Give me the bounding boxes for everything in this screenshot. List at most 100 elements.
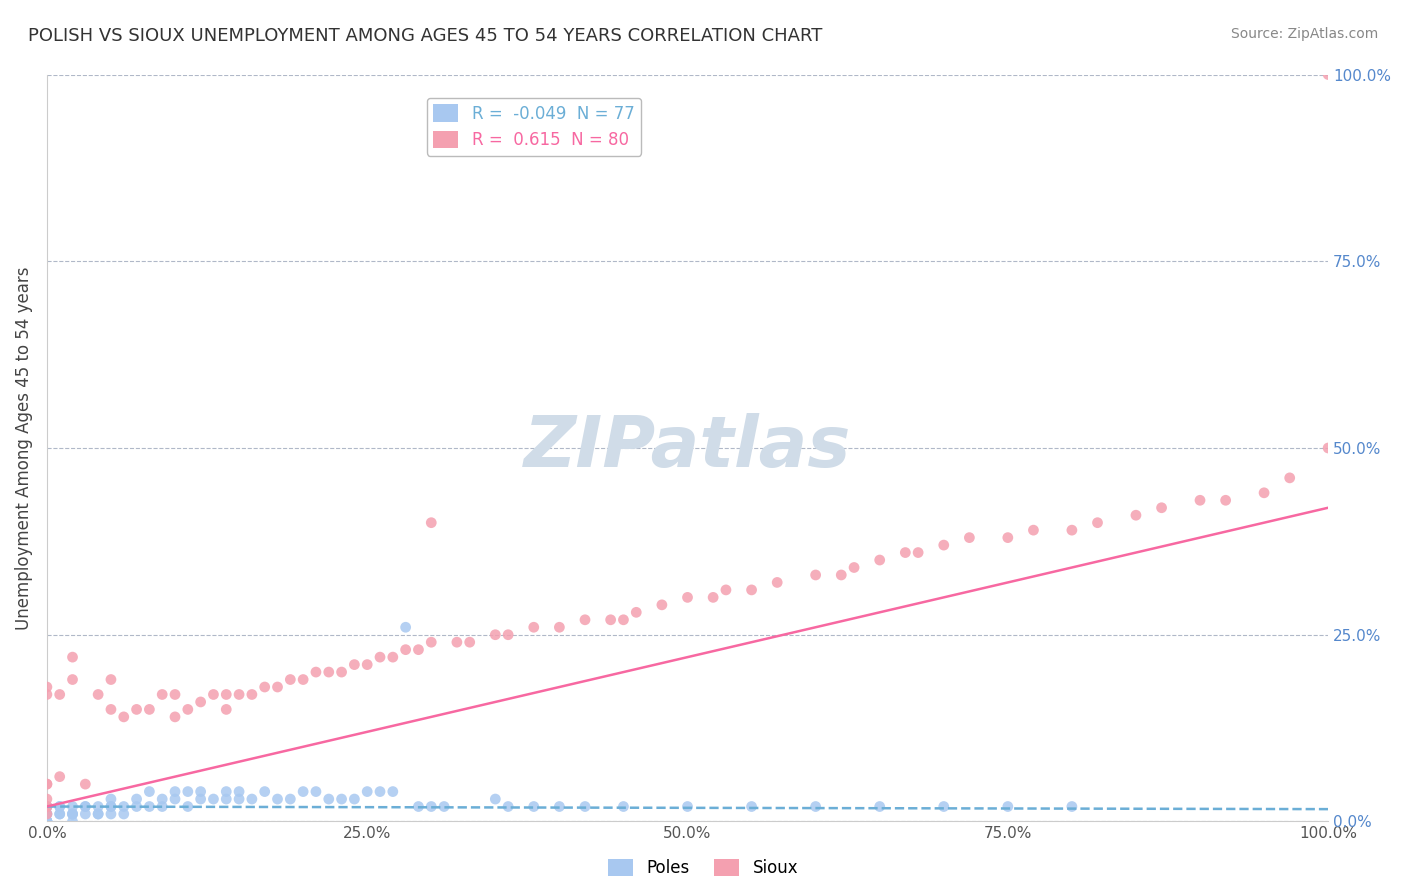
- Point: [266, 792, 288, 806]
- Point: [523, 620, 546, 634]
- Point: [228, 792, 250, 806]
- Point: [35, 814, 58, 829]
- Point: [35, 799, 58, 814]
- Point: [62, 807, 84, 822]
- Point: [253, 680, 276, 694]
- Point: [612, 613, 634, 627]
- Point: [1215, 493, 1237, 508]
- Point: [318, 665, 340, 679]
- Point: [343, 657, 366, 672]
- Point: [305, 665, 328, 679]
- Point: [87, 807, 110, 822]
- Point: [75, 799, 97, 814]
- Point: [62, 807, 84, 822]
- Point: [278, 673, 301, 687]
- Point: [408, 799, 430, 814]
- Point: [368, 784, 391, 798]
- Point: [35, 680, 58, 694]
- Point: [87, 799, 110, 814]
- Point: [997, 799, 1019, 814]
- Point: [138, 799, 160, 814]
- Point: [215, 784, 238, 798]
- Point: [420, 635, 443, 649]
- Point: [48, 807, 70, 822]
- Point: [35, 807, 58, 822]
- Point: [112, 710, 135, 724]
- Point: [163, 792, 186, 806]
- Point: [766, 575, 789, 590]
- Point: [446, 635, 468, 649]
- Point: [163, 688, 186, 702]
- Point: [190, 784, 212, 798]
- Point: [997, 531, 1019, 545]
- Point: [381, 784, 404, 798]
- Point: [100, 792, 122, 806]
- Point: [496, 628, 519, 642]
- Point: [1125, 508, 1147, 523]
- Point: [215, 792, 238, 806]
- Point: [48, 799, 70, 814]
- Point: [1022, 523, 1045, 537]
- Point: [62, 807, 84, 822]
- Point: [215, 688, 238, 702]
- Point: [35, 799, 58, 814]
- Point: [1317, 441, 1340, 455]
- Point: [305, 784, 328, 798]
- Point: [830, 568, 852, 582]
- Point: [35, 688, 58, 702]
- Point: [48, 799, 70, 814]
- Point: [150, 799, 173, 814]
- Point: [574, 799, 596, 814]
- Point: [395, 642, 418, 657]
- Point: [35, 814, 58, 829]
- Point: [35, 814, 58, 829]
- Point: [253, 784, 276, 798]
- Point: [292, 673, 315, 687]
- Point: [62, 650, 84, 665]
- Point: [1060, 523, 1083, 537]
- Point: [714, 582, 737, 597]
- Point: [433, 799, 456, 814]
- Point: [75, 807, 97, 822]
- Point: [75, 799, 97, 814]
- Point: [100, 807, 122, 822]
- Point: [702, 591, 724, 605]
- Point: [651, 598, 673, 612]
- Point: [869, 553, 891, 567]
- Point: [35, 792, 58, 806]
- Point: [676, 799, 699, 814]
- Point: [35, 799, 58, 814]
- Point: [62, 673, 84, 687]
- Point: [523, 799, 546, 814]
- Point: [100, 799, 122, 814]
- Point: [112, 807, 135, 822]
- Point: [190, 792, 212, 806]
- Point: [75, 777, 97, 791]
- Point: [177, 799, 200, 814]
- Point: [125, 792, 148, 806]
- Point: [48, 807, 70, 822]
- Text: ZIPatlas: ZIPatlas: [524, 414, 851, 483]
- Point: [1253, 485, 1275, 500]
- Point: [62, 814, 84, 829]
- Point: [138, 702, 160, 716]
- Point: [292, 784, 315, 798]
- Point: [125, 702, 148, 716]
- Text: Source: ZipAtlas.com: Source: ZipAtlas.com: [1230, 27, 1378, 41]
- Point: [420, 516, 443, 530]
- Point: [574, 613, 596, 627]
- Point: [100, 702, 122, 716]
- Point: [1278, 471, 1301, 485]
- Point: [626, 605, 648, 619]
- Point: [957, 531, 980, 545]
- Point: [907, 545, 929, 559]
- Point: [458, 635, 481, 649]
- Point: [87, 807, 110, 822]
- Point: [599, 613, 621, 627]
- Point: [35, 777, 58, 791]
- Point: [62, 799, 84, 814]
- Point: [35, 799, 58, 814]
- Point: [842, 560, 865, 574]
- Legend: R =  -0.049  N = 77, R =  0.615  N = 80: R = -0.049 N = 77, R = 0.615 N = 80: [426, 98, 641, 156]
- Point: [35, 807, 58, 822]
